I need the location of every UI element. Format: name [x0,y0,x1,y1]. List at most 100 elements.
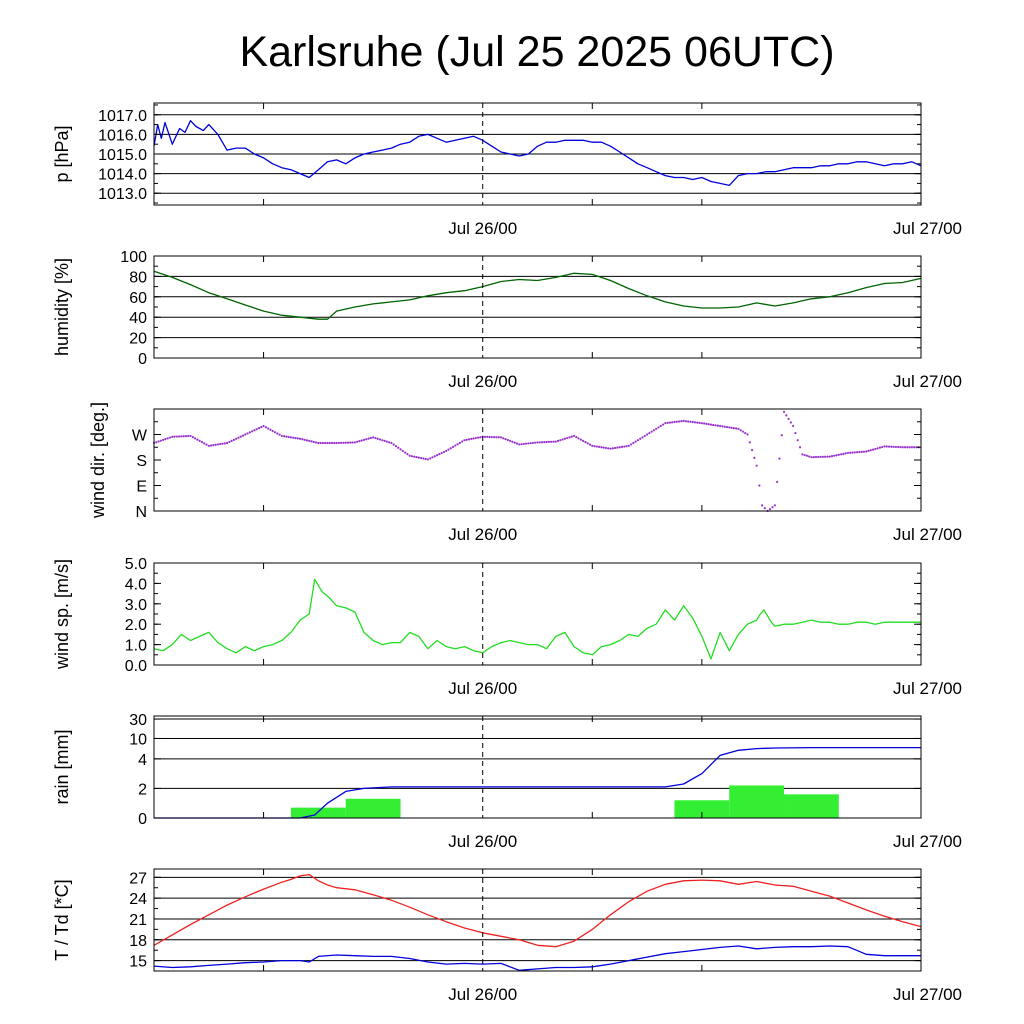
wind-dir-point [499,436,503,439]
wind-dir-point [456,443,459,446]
wind-dir-point [620,445,624,448]
y-tick-label: 40 [129,310,147,327]
wind-dir-point [465,438,468,441]
wind-dir-point [719,424,722,428]
wind-dir-point [248,431,251,434]
wind-dir-point [155,441,158,444]
wind-dir-point [855,451,859,454]
wind-dir-point [326,441,329,445]
wind-dir-point [885,445,888,448]
y-tick-label: 80 [129,269,147,286]
wind-dir-point [728,426,731,429]
wind-dir-point [801,453,804,456]
wind-dir-point [349,441,352,444]
wind-dir-point [173,435,176,438]
series-line [153,578,921,660]
wind-dir-point [159,439,162,442]
wind-dir-point [308,439,311,442]
wind-dir-point [162,438,165,441]
wind-dir-point [529,442,532,445]
plot-frame [153,715,922,819]
wind-dir-point [794,431,797,435]
wind-dir-point [698,421,701,424]
wind-dir-point [661,423,665,426]
wind-dir-point [230,439,233,442]
wind-dir-point [175,435,178,438]
wind-dir-point [283,435,286,438]
wind-dir-point [798,446,802,449]
y-tick-label: 20 [129,331,147,348]
wind-dir-point [566,436,569,440]
wind-dir-point [193,437,197,440]
wind-dir-point [164,438,167,441]
wind-dir-point [618,446,621,449]
wind-dir-point [515,442,519,445]
wind-dir-point [168,436,172,439]
wind-dir-point [607,447,610,450]
wind-dir-point [406,453,409,456]
wind-dir-point [486,435,489,439]
y-axis-label: humidity [%] [52,258,72,356]
wind-dir-point [659,424,662,428]
wind-dir-point [691,420,694,424]
wind-dir-point [303,438,306,441]
wind-dir-point [433,455,436,458]
wind-dir-point [892,445,895,448]
rain-bar [290,807,346,818]
wind-dir-point [474,436,477,440]
wind-dir-point [588,443,592,446]
wind-dir-point [422,457,425,460]
y-axis-label: T / Td [*C] [52,879,72,960]
x-tick-label: Jul 27/00 [893,525,962,544]
y-tick-label: 24 [129,891,147,908]
wind-dir-point [335,441,338,445]
wind-dir-point [559,439,562,442]
wind-dir-point [260,425,263,429]
wind-dir-point [677,420,681,423]
wind-dir-point [758,484,761,487]
wind-dir-point [232,438,235,441]
wind-dir-point [771,506,774,509]
wind-dir-point [358,440,361,443]
wind-dir-point [509,439,512,442]
wind-dir-point [903,446,907,449]
wind-dir-point [267,427,270,430]
wind-dir-point [755,464,758,467]
series-line-t [153,873,922,948]
wind-dir-point [189,434,192,438]
wind-dir-point [305,439,309,442]
wind-dir-point [655,427,658,430]
wind-dir-point [472,437,475,440]
wind-dir-point [237,436,240,439]
wind-dir-point [269,428,272,431]
wind-dir-point [385,440,388,443]
wind-dir-point [502,437,505,440]
y-axis-label: rain [mm] [52,729,72,804]
wind-dir-point [897,445,900,449]
wind-dir-point [214,443,217,446]
wind-dir-point [356,440,359,443]
wind-dir-point [563,437,566,440]
plot-frame [153,408,922,512]
wind-dir-point [858,450,861,454]
wind-dir-point [782,410,786,413]
wind-dir-point [611,447,614,450]
wind-dir-point [419,456,423,460]
wind-dir-point [369,436,372,440]
wind-dir-point [483,435,487,438]
wind-dir-point [913,446,916,449]
plot-frame [153,868,922,972]
y-tick-label: 2 [138,781,147,798]
wind-dir-point [744,431,747,435]
wind-dir-point [166,437,169,440]
wind-dir-point [337,441,341,445]
wind-dir-point [203,442,206,445]
wind-dir-point [513,441,516,444]
wind-dir-point [317,441,320,445]
wind-dir-point [803,453,806,457]
wind-dir-point [205,443,208,446]
wind-dir-point [451,445,455,448]
wind-dir-point [353,441,356,444]
wind-dir-point [344,441,347,444]
wind-dir-point [280,434,283,438]
